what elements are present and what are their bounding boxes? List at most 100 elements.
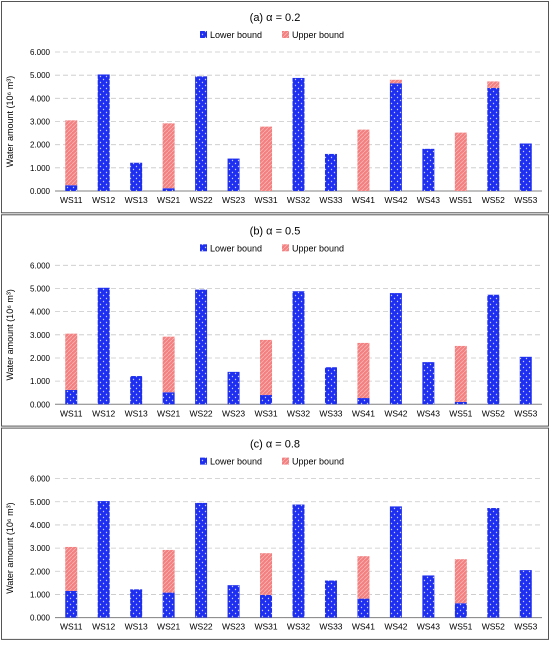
bar-lower (454, 603, 467, 618)
bar-upper (454, 132, 467, 191)
legend-swatch-0 (200, 31, 207, 38)
legend-label-0: Lower bound (210, 457, 262, 467)
bar-upper (454, 559, 467, 604)
x-tick-label: WS21 (157, 195, 180, 205)
y-tick-label: 4.000 (30, 308, 51, 317)
bar-upper (487, 81, 500, 88)
bar-lower (130, 589, 143, 618)
bar-upper (162, 336, 175, 393)
bar-lower (487, 508, 500, 618)
x-tick-label: WS22 (190, 195, 213, 205)
x-tick-label: WS32 (287, 195, 310, 205)
y-tick-label: 5.000 (30, 71, 51, 80)
y-tick-label: 4.000 (30, 94, 51, 103)
bar-lower (97, 287, 110, 405)
chart-panel-1: (b) α = 0.5 Lower bound Upper bound 0.000 1.… (1, 214, 549, 427)
y-axis-label: Water amount (10⁶ m³) (5, 289, 15, 380)
bar-upper (162, 123, 175, 189)
bar-upper (357, 556, 370, 599)
bar-upper (65, 333, 78, 390)
y-tick-label: 0.000 (30, 400, 51, 409)
y-tick-label: 3.000 (30, 544, 51, 553)
y-tick-label: 5.000 (30, 498, 51, 507)
x-tick-label: WS23 (222, 408, 245, 418)
legend-label-1: Upper bound (292, 457, 344, 467)
y-tick-label: 3.000 (30, 118, 51, 127)
bar-lower (519, 570, 532, 618)
bar-upper (357, 129, 370, 191)
x-tick-label: WS51 (449, 622, 472, 632)
bar-lower (389, 83, 402, 191)
bar-lower (422, 148, 435, 191)
x-tick-label: WS43 (417, 408, 440, 418)
bar-lower (227, 158, 240, 191)
x-tick-label: WS43 (417, 195, 440, 205)
y-tick-label: 2.000 (30, 354, 51, 363)
bar-lower (487, 87, 500, 191)
x-tick-label: WS33 (319, 195, 342, 205)
legend-swatch-1 (282, 244, 289, 252)
y-tick-label: 6.000 (30, 475, 51, 484)
x-tick-label: WS23 (222, 622, 245, 632)
bar-lower (357, 598, 370, 618)
legend-label-0: Lower bound (210, 243, 262, 253)
panel-frame (1, 214, 549, 427)
bar-lower (162, 592, 175, 618)
bar-lower (487, 294, 500, 405)
x-tick-label: WS41 (352, 408, 375, 418)
x-tick-label: WS53 (514, 195, 537, 205)
x-tick-label: WS52 (482, 622, 505, 632)
chart-panel-0: (a) α = 0.2 Lower bound Upper bound 0.000 1.… (1, 1, 549, 214)
panel-frame (1, 427, 549, 640)
chart-panel-2: (c) α = 0.8 Lower bound Upper bound 0.000 1.… (1, 427, 549, 640)
bar-lower (292, 291, 305, 405)
bar-lower (130, 162, 143, 191)
bar-lower (97, 501, 110, 618)
x-tick-label: WS33 (319, 408, 342, 418)
x-tick-label: WS52 (482, 195, 505, 205)
legend-swatch-1 (282, 31, 289, 38)
x-tick-label: WS12 (92, 622, 115, 632)
bar-lower (260, 594, 273, 618)
x-tick-label: WS52 (482, 408, 505, 418)
y-tick-label: 0.000 (30, 614, 51, 623)
bar-lower (162, 188, 175, 191)
bar-upper (357, 342, 370, 399)
bar-lower (65, 389, 78, 405)
y-tick-label: 1.000 (30, 590, 51, 599)
bar-lower (422, 362, 435, 405)
bar-lower (324, 580, 337, 618)
bar-upper (389, 79, 402, 84)
x-tick-label: WS33 (319, 622, 342, 632)
x-tick-label: WS51 (449, 195, 472, 205)
legend-swatch-0 (200, 457, 207, 465)
x-tick-label: WS41 (352, 195, 375, 205)
x-tick-label: WS41 (352, 622, 375, 632)
bar-upper (260, 553, 273, 595)
x-tick-label: WS32 (287, 408, 310, 418)
bar-lower (65, 185, 78, 191)
x-tick-label: WS42 (384, 622, 407, 632)
x-tick-label: WS12 (92, 408, 115, 418)
bar-lower (97, 74, 110, 191)
y-axis-label: Water amount (10⁶ m³) (5, 76, 15, 167)
x-tick-label: WS22 (190, 408, 213, 418)
x-tick-label: WS13 (125, 195, 148, 205)
x-tick-label: WS13 (125, 622, 148, 632)
x-tick-label: WS42 (384, 195, 407, 205)
bar-lower (389, 506, 402, 618)
y-tick-label: 4.000 (30, 521, 51, 530)
bar-lower (227, 585, 240, 618)
bar-upper (65, 120, 78, 186)
bar-lower (324, 367, 337, 405)
legend-swatch-1 (282, 457, 289, 465)
x-tick-label: WS21 (157, 408, 180, 418)
bar-upper (454, 345, 467, 402)
y-tick-label: 5.000 (30, 284, 51, 293)
x-tick-label: WS53 (514, 408, 537, 418)
bar-lower (260, 395, 273, 405)
y-tick-label: 2.000 (30, 567, 51, 576)
bar-lower (519, 143, 532, 191)
y-axis-label: Water amount (10⁶ m³) (5, 502, 15, 593)
bar-lower (519, 356, 532, 405)
